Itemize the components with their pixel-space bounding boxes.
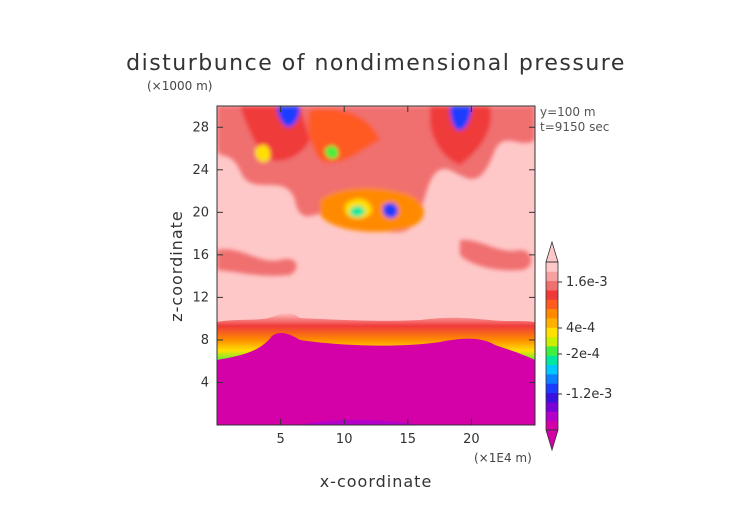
y-axis-label: z-coordinate (167, 210, 186, 322)
x-tick-group: 5 10 15 20 (276, 106, 480, 447)
colorbar-segment (546, 383, 558, 394)
colorbar-label: -1.2e-3 (566, 387, 612, 402)
colorbar-segment (546, 327, 558, 338)
colorbar-segment (546, 420, 558, 431)
colorbar-segment (546, 290, 558, 300)
bottom-purple-patch (300, 419, 420, 425)
y-tick-label: 4 (201, 375, 209, 390)
upper-right-blue (450, 106, 472, 131)
y-tick-label: 24 (192, 163, 209, 178)
colorbar-segment (546, 336, 558, 347)
upper-right-cell (430, 106, 491, 165)
upper-anomaly-field (217, 106, 535, 276)
upper-green-patch (325, 145, 339, 159)
colorbar: 1.6e-3 4e-4 -2e-4 -1.2e-3 (545, 240, 612, 452)
colorbar-segment (546, 402, 558, 412)
colorbar-bottom-arrow (545, 429, 559, 452)
colorbar-segment (546, 308, 558, 319)
colorbar-segment (546, 262, 558, 272)
plot-area (217, 106, 535, 425)
mid-blue-patch (383, 202, 398, 219)
low-pressure-layer (217, 333, 535, 425)
colorbar-top-arrow (545, 240, 559, 263)
colorbar-label: 1.6e-3 (566, 275, 608, 290)
y-multiplier: (×1000 m) (147, 79, 212, 93)
y-tick-group: 4 8 12 16 20 24 28 (192, 120, 535, 390)
colorbar-segment (546, 364, 558, 375)
colorbar-segment (546, 411, 558, 422)
y-tick-label: 12 (192, 290, 209, 305)
colorbar-segment (546, 392, 558, 403)
chart-title: disturbunce of nondimensional pressure (126, 51, 626, 76)
info-line-t: t=9150 sec (540, 120, 609, 134)
colorbar-segment (546, 271, 558, 282)
y-tick-label: 20 (192, 205, 209, 220)
x-tick-label: 15 (400, 432, 417, 447)
mid-cyan-patch (350, 206, 365, 217)
upper-left-yellow (255, 144, 271, 163)
info-line-y: y=100 m (540, 105, 596, 119)
y-tick-label: 16 (192, 248, 209, 263)
colorbar-segment (546, 299, 558, 310)
x-multiplier: (×1E4 m) (474, 451, 532, 465)
plot-frame (216, 105, 536, 426)
colorbar-segment (546, 318, 558, 328)
y-tick-label: 28 (192, 120, 209, 135)
colorbar-segment (546, 280, 558, 291)
colorbar-segment (546, 355, 558, 366)
x-tick-label: 20 (463, 432, 480, 447)
colorbar-frame (545, 261, 559, 431)
colorbar-label: -2e-4 (566, 347, 600, 362)
colorbar-segment (546, 346, 558, 356)
x-tick-label: 5 (276, 432, 284, 447)
colorbar-segment (546, 374, 558, 384)
colorbar-label: 4e-4 (566, 321, 595, 336)
y-tick-label: 8 (201, 333, 209, 348)
lower-pink-left (217, 249, 297, 276)
upper-left-blue (277, 106, 300, 127)
lower-pink-right (460, 239, 532, 271)
x-axis-label: x-coordinate (320, 472, 433, 491)
x-tick-label: 10 (336, 432, 353, 447)
